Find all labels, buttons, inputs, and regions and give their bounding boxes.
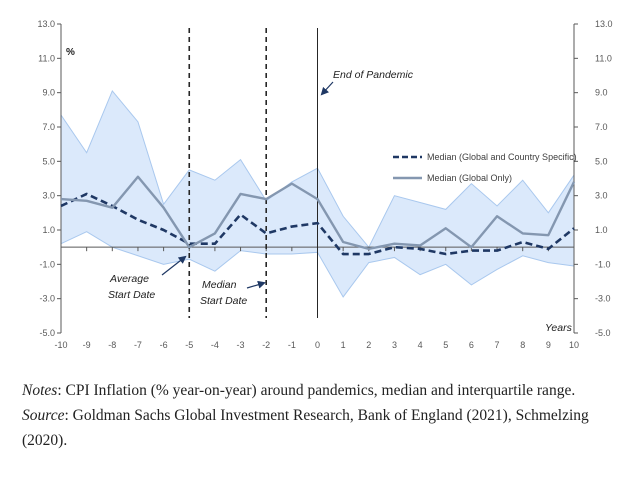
x-tick-label: -2 [262, 340, 270, 350]
y-tick-label-left: 7.0 [42, 122, 55, 132]
y-tick-label-left: -3.0 [39, 294, 55, 304]
series-line-global-country [60, 192, 575, 256]
x-tick-label: -10 [54, 340, 67, 350]
median-start-date-label-line1: Median [202, 279, 237, 291]
y-tick-label-right: -5.0 [595, 328, 611, 338]
x-tick-label: 1 [341, 340, 346, 350]
y-tick-label-left: 9.0 [42, 88, 55, 98]
y-tick-label-left: -5.0 [39, 328, 55, 338]
end-of-pandemic-arrow [320, 81, 334, 96]
end-of-pandemic-label: End of Pandemic [333, 69, 414, 81]
average-start-date-label-line2: Start Date [108, 289, 155, 301]
y-tick-label-right: 13.0 [595, 19, 613, 29]
y-tick-label-left: 11.0 [38, 53, 55, 63]
source-text: : Goldman Sachs Global Investment Resear… [22, 407, 589, 449]
x-tick-label: -7 [134, 340, 142, 350]
average-start-date-arrow [161, 255, 187, 276]
y-tick-label-left: 1.0 [42, 225, 55, 235]
x-tick-label: 2 [366, 340, 371, 350]
x-tick-label: 3 [392, 340, 397, 350]
x-tick-label: 8 [520, 340, 525, 350]
y-tick-label-left: 5.0 [42, 156, 55, 166]
y-tick-label-left: 3.0 [42, 191, 55, 201]
x-tick-label: 4 [418, 340, 423, 350]
x-tick-label: -9 [83, 340, 91, 350]
median-start-date-label-line2: Start Date [200, 295, 247, 307]
x-tick-label: 6 [469, 340, 474, 350]
source-label: Source [22, 407, 65, 424]
series-line-global-only [60, 175, 576, 251]
y-tick-label-right: 1.0 [595, 225, 608, 235]
y-tick-label-right: -3.0 [595, 294, 611, 304]
notes-text: : CPI Inflation (% year-on-year) around … [57, 382, 576, 399]
x-tick-label: -8 [108, 340, 116, 350]
x-tick-label: -5 [185, 340, 193, 350]
y-tick-label-right: 9.0 [595, 88, 608, 98]
chart-notes: Notes: CPI Inflation (% year-on-year) ar… [22, 378, 622, 453]
inflation-chart: 13.0 13.011.0 11.09.0 9.07.0 7.05.0 5.03.0 3.0… [37, 19, 613, 350]
x-tick-label: 10 [569, 340, 579, 350]
y-tick-label-right: 11.0 [595, 53, 612, 63]
source-paragraph: Source: Goldman Sachs Global Investment … [22, 403, 622, 453]
notes-label: Notes [22, 382, 58, 399]
x-tick-label: 0 [315, 340, 320, 350]
x-tick-label: -6 [160, 340, 168, 350]
median-start-date-arrow [246, 280, 266, 289]
x-tick-label: 5 [443, 340, 448, 350]
legend-label-global-country: Median (Global and Country Specific) [427, 152, 577, 162]
x-tick-label: 9 [546, 340, 551, 350]
legend: Median (Global and Country Specific) Med… [393, 152, 577, 183]
y-tick-label-left: 13.0 [37, 19, 55, 29]
percent-unit-label: % [66, 47, 75, 58]
vline-layer [188, 28, 318, 318]
x-tick-label: -3 [237, 340, 245, 350]
x-tick-label: -4 [211, 340, 219, 350]
x-tick-label: -1 [288, 340, 296, 350]
x-tick-label: 7 [495, 340, 500, 350]
legend-label-global-only: Median (Global Only) [427, 173, 512, 183]
y-tick-label-right: 7.0 [595, 122, 608, 132]
years-axis-label: Years [545, 322, 573, 334]
y-tick-label-right: 3.0 [595, 191, 608, 201]
notes-paragraph: Notes: CPI Inflation (% year-on-year) ar… [22, 378, 622, 403]
average-start-date-label-line1: Average [109, 273, 149, 285]
series-layer [60, 175, 576, 256]
y-tick-label-left: -1.0 [39, 259, 55, 269]
y-tick-label-right: -1.0 [595, 259, 611, 269]
y-tick-label-right: 5.0 [595, 156, 608, 166]
